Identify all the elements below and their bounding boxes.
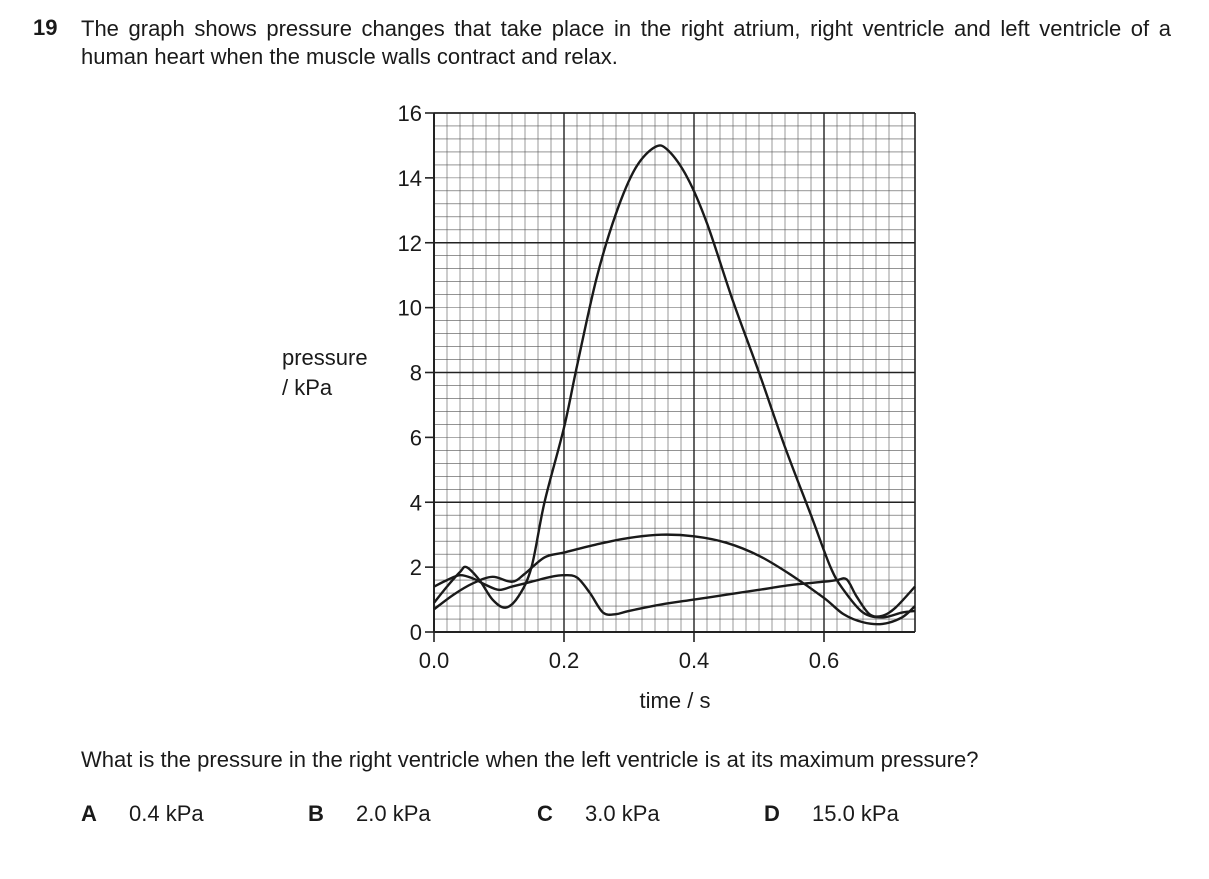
question-number: 19 [33, 15, 58, 40]
x-tick-label: 0.0 [419, 648, 450, 673]
option-b-letter: B [308, 801, 324, 826]
question-stem: The graph shows pressure changes that ta… [81, 16, 1171, 69]
x-axis-label: time / s [640, 688, 711, 713]
y-tick-label: 16 [398, 101, 422, 126]
tick-labels: 0 2 4 6 8 10 12 14 16 0.0 0.2 0.4 0.6 [398, 101, 840, 673]
y-tick-label: 12 [398, 231, 422, 256]
option-d[interactable]: D 15.0 kPa [764, 801, 899, 827]
question-prompt: What is the pressure in the right ventri… [81, 747, 979, 772]
option-c[interactable]: C 3.0 kPa [537, 801, 660, 827]
y-tick-label: 8 [410, 361, 422, 386]
y-axis-label-line-1: pressure [282, 345, 368, 370]
axes [433, 112, 916, 633]
x-tick-label: 0.6 [809, 648, 840, 673]
y-tick-label: 2 [410, 555, 422, 580]
series-line-1 [433, 533, 916, 626]
option-a-letter: A [81, 801, 97, 826]
option-d-text: 15.0 kPa [812, 801, 899, 826]
y-tick-label: 4 [410, 490, 422, 515]
option-a[interactable]: A 0.4 kPa [81, 801, 204, 827]
y-tick-label: 10 [398, 296, 422, 321]
option-d-letter: D [764, 801, 780, 826]
series-line-2 [433, 144, 916, 619]
option-c-text: 3.0 kPa [585, 801, 660, 826]
option-b[interactable]: B 2.0 kPa [308, 801, 431, 827]
x-tick-label: 0.4 [679, 648, 710, 673]
x-tick-label: 0.2 [549, 648, 580, 673]
option-a-text: 0.4 kPa [129, 801, 204, 826]
option-c-letter: C [537, 801, 553, 826]
series-line-3 [433, 574, 916, 618]
y-axis-label-line-2: / kPa [282, 375, 333, 400]
y-tick-label: 14 [398, 166, 422, 191]
y-tick-label: 0 [410, 620, 422, 645]
y-tick-label: 6 [410, 425, 422, 450]
series-lines [433, 144, 916, 626]
option-b-text: 2.0 kPa [356, 801, 431, 826]
tick-marks [425, 112, 825, 642]
